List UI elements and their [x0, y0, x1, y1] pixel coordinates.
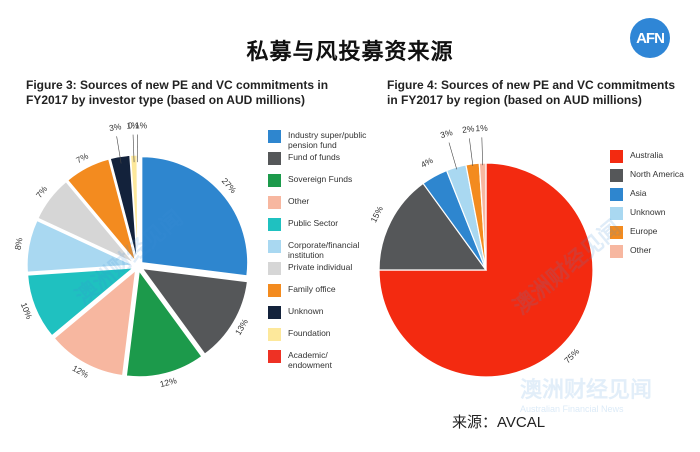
legend-swatch: [268, 174, 281, 187]
figure4-legend-item-0: Australia: [610, 150, 700, 163]
figure3-value-label-6: 7%: [34, 184, 50, 200]
figure4-slice-1: [378, 182, 488, 271]
figure4-value-label-0: 75%: [562, 346, 581, 365]
legend-label: Asia: [630, 188, 647, 198]
legend-swatch: [268, 240, 281, 253]
figure4-legend-item-3: Unknown: [610, 207, 700, 220]
figure4-leader-4: [469, 138, 474, 167]
figure3-legend-item-0: Industry super/public pension fund: [268, 130, 368, 150]
figure3-slice-2: [125, 269, 203, 378]
figure3-legend-item-10: Academic/ endowment: [268, 350, 368, 370]
figure4-title: Figure 4: Sources of new PE and VC commi…: [387, 78, 687, 108]
figure3-slice-7: [66, 158, 137, 262]
figure4-title-line1: Figure 4: Sources of new PE and VC commi…: [387, 78, 676, 92]
figure3-slice-10: [136, 154, 139, 262]
legend-label: Corporate/financial institution: [288, 240, 360, 260]
figure3-slice-4: [26, 267, 136, 337]
figure3-value-label-5: 8%: [12, 236, 24, 250]
legend-swatch: [268, 262, 281, 275]
page-title: 私募与风投募资来源: [246, 39, 454, 64]
legend-label: Foundation: [288, 328, 331, 338]
figure4-value-label-4: 2%: [461, 123, 475, 135]
legend-label: Europe: [630, 226, 658, 236]
legend-label: Private individual: [288, 262, 353, 272]
figure3-legend-item-1: Fund of funds: [268, 152, 368, 165]
figure3-legend-item-5: Corporate/financial institution: [268, 240, 368, 260]
figure4-legend-item-2: Asia: [610, 188, 700, 201]
legend-swatch: [610, 245, 623, 258]
figure4-legend-item-1: North America: [610, 169, 700, 182]
figure3-legend-item-9: Foundation: [268, 328, 368, 341]
legend-swatch: [268, 130, 281, 143]
legend-label: Australia: [630, 150, 664, 160]
legend-label: Academic/ endowment: [288, 350, 332, 370]
figure4-legend-item-5: Other: [610, 245, 700, 258]
legend-swatch: [610, 207, 623, 220]
figure3-title-line1: Figure 3: Sources of new PE and VC commi…: [26, 78, 329, 92]
figure3-slice-6: [37, 180, 135, 264]
figure4-value-label-2: 4%: [419, 155, 435, 170]
figure4-legend-item-4: Europe: [610, 226, 700, 239]
figure3-slice-5: [26, 219, 134, 273]
figure3-value-label-10: 0.1%: [128, 120, 148, 130]
figure3-value-label-8: 3%: [108, 121, 122, 133]
figure4-value-label-1: 15%: [368, 204, 385, 224]
figure3-slice-3: [53, 268, 137, 377]
figure3-leader-8: [116, 136, 122, 164]
legend-swatch: [610, 150, 623, 163]
legend-swatch: [268, 152, 281, 165]
figure4-leader-3: [448, 142, 458, 170]
figure3-value-label-4: 10%: [19, 301, 35, 321]
legend-swatch: [268, 284, 281, 297]
legend-swatch: [268, 196, 281, 209]
source-note: 来源：AVCAL: [452, 414, 546, 431]
legend-label: Unknown: [288, 306, 324, 316]
legend-label: Other: [630, 245, 652, 255]
legend-label: Family office: [288, 284, 336, 294]
figure3-slice-0: [141, 156, 249, 277]
figure4-leader-5: [481, 137, 484, 166]
legend-swatch: [268, 350, 281, 363]
figure3-leader-9: [132, 134, 135, 163]
legend-swatch: [268, 306, 281, 319]
figure3-legend-item-8: Unknown: [268, 306, 368, 319]
figure3-value-label-7: 7%: [74, 151, 90, 166]
figure4-title-line2: in FY2017 by region (based on AUD millio…: [387, 93, 642, 107]
legend-label: Sovereign Funds: [288, 174, 353, 184]
legend-swatch: [268, 218, 281, 231]
afn-logo: AFN: [630, 18, 670, 58]
legend-label: Industry super/public pension fund: [288, 130, 367, 150]
figure3-value-label-2: 12%: [159, 375, 178, 389]
legend-label: North America: [630, 169, 684, 179]
figure3-title: Figure 3: Sources of new PE and VC commi…: [26, 78, 356, 108]
legend-label: Public Sector: [288, 218, 339, 228]
figure3-slice-1: [141, 267, 249, 355]
legend-swatch: [610, 169, 623, 182]
figure3-legend-item-6: Private individual: [268, 262, 368, 275]
figure3-legend-item-3: Other: [268, 196, 368, 209]
figure3-title-line2: FY2017 by investor type (based on AUD mi…: [26, 93, 305, 107]
figure3-legend-item-2: Sovereign Funds: [268, 174, 368, 187]
legend-label: Other: [288, 196, 310, 206]
legend-swatch: [268, 328, 281, 341]
legend-label: Unknown: [630, 207, 666, 217]
figure4-value-label-5: 1%: [475, 123, 488, 133]
figure3-legend-item-4: Public Sector: [268, 218, 368, 231]
figure3-value-label-0: 27%: [220, 176, 239, 196]
legend-swatch: [610, 188, 623, 201]
legend-label: Fund of funds: [288, 152, 340, 162]
legend-swatch: [610, 226, 623, 239]
figure3-legend-item-7: Family office: [268, 284, 368, 297]
figure3-value-label-9: 1%: [126, 120, 139, 130]
figure4-value-label-3: 3%: [439, 127, 454, 140]
figure4-slice-0: [378, 162, 594, 378]
